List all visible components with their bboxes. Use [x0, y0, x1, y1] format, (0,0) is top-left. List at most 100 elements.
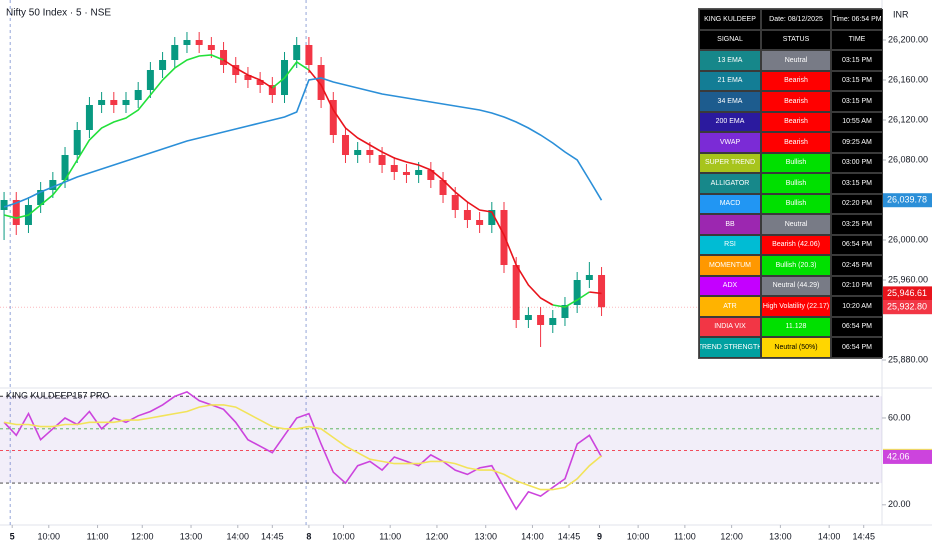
candle-body	[183, 40, 191, 45]
candle-body	[463, 210, 471, 220]
x-tick-label: 13:00	[180, 531, 203, 541]
indicator-line	[3, 391, 603, 511]
table-cell: High Volatility (22.17)	[761, 296, 831, 317]
x-tick-label: 11:00	[379, 531, 401, 541]
table-cell: Bearish	[761, 132, 831, 153]
table-cell: 03:15 PM	[831, 91, 883, 112]
table-cell: 03:25 PM	[831, 214, 883, 235]
candle-body	[134, 90, 142, 100]
rsi-band	[0, 396, 882, 484]
indicator-title: KING KULDEEP157 PRO	[6, 390, 110, 400]
table-cell: 09:25 AM	[831, 132, 883, 153]
x-tick-label: 12:00	[131, 531, 154, 541]
candle-body	[512, 265, 520, 320]
x-tick-label: 12:00	[720, 531, 743, 541]
x-tick-label: 10:00	[627, 531, 650, 541]
table-cell: 11.128	[761, 316, 831, 337]
table-cell: TIME	[831, 29, 883, 50]
price-label: 26,039.78	[887, 195, 927, 205]
table-cell: Bearish	[761, 70, 831, 91]
table-cell: BB	[699, 214, 761, 235]
x-tick-label: 5	[10, 531, 15, 541]
x-tick-label: 10:00	[332, 531, 355, 541]
candle-body	[195, 40, 203, 45]
candle-body	[366, 150, 374, 155]
table-cell: 10:20 AM	[831, 296, 883, 317]
x-tick-label: 9	[597, 531, 602, 541]
candle-body	[73, 130, 81, 155]
table-cell: 02:20 PM	[831, 193, 883, 214]
x-tick-label: 14:45	[852, 531, 875, 541]
table-cell: 03:15 PM	[831, 50, 883, 71]
candle-body	[427, 170, 435, 180]
currency: INR	[893, 9, 909, 19]
candle-body	[488, 210, 496, 225]
candle-body	[232, 65, 240, 75]
x-tick-label: 14:00	[227, 531, 250, 541]
price-label-box	[883, 449, 932, 464]
candle-body	[598, 275, 606, 308]
table-cell: 02:10 PM	[831, 275, 883, 296]
table-cell: TREND STRENGTH	[699, 337, 761, 358]
candle-body	[329, 100, 337, 135]
candle-body	[293, 45, 301, 60]
candle-body	[378, 155, 386, 165]
table-cell: 03:15 PM	[831, 173, 883, 194]
candle-body	[305, 45, 313, 65]
candle-body	[439, 180, 447, 195]
table-cell: 10:55 AM	[831, 111, 883, 132]
table-cell: KING KULDEEP	[699, 9, 761, 30]
table-cell: Neutral (44.29)	[761, 275, 831, 296]
x-tick-label: 13:00	[769, 531, 792, 541]
indicator-line	[223, 59, 602, 306]
table-cell: SIGNAL	[699, 29, 761, 50]
candle-body	[476, 220, 484, 225]
table-cell: Neutral	[761, 214, 831, 235]
candle-body	[220, 50, 228, 65]
candle-body	[415, 170, 423, 175]
table-cell: ALLIGATOR	[699, 173, 761, 194]
table-cell: 03:15 PM	[831, 70, 883, 91]
candle-body	[110, 100, 118, 105]
table-cell: Date: 08/12/2025	[761, 9, 831, 30]
table-cell: 13 EMA	[699, 50, 761, 71]
table-cell: INDIA VIX	[699, 316, 761, 337]
table-cell: 34 EMA	[699, 91, 761, 112]
candle-body	[0, 200, 8, 210]
y-tick-label: 20.00	[888, 499, 911, 509]
table-cell: Time: 06:54 PM	[831, 9, 883, 30]
candle-body	[524, 315, 532, 320]
signal-table: KING KULDEEP Date: 08/12/2025 Time: 06:54 …	[698, 8, 883, 359]
candle-body	[549, 318, 557, 325]
candle-body	[98, 100, 106, 105]
table-cell: 06:54 PM	[831, 337, 883, 358]
candle-body	[451, 195, 459, 210]
chart-title: Nifty 50 Index · 5 · NSE	[6, 8, 111, 19]
candle-body	[171, 45, 179, 60]
indicator-line	[3, 77, 603, 208]
table-cell: Bullish (20.3)	[761, 255, 831, 276]
candle-body	[256, 80, 264, 85]
y-tick-label: 26,080.00	[888, 154, 928, 164]
price-label-box	[883, 300, 932, 315]
x-tick-label: 11:00	[87, 531, 109, 541]
table-cell: MACD	[699, 193, 761, 214]
candle-body	[159, 60, 167, 70]
y-tick-label: 26,120.00	[888, 114, 928, 124]
candle-body	[85, 105, 93, 130]
table-cell: ATR	[699, 296, 761, 317]
table-cell: ADX	[699, 275, 761, 296]
table-cell: STATUS	[761, 29, 831, 50]
candle-body	[207, 45, 215, 50]
candle-body	[244, 75, 252, 80]
candle-body	[390, 165, 398, 172]
table-cell: Neutral (50%)	[761, 337, 831, 358]
price-label-box	[883, 193, 932, 208]
x-tick-label: 8	[306, 531, 311, 541]
x-tick-label: 13:00	[474, 531, 497, 541]
x-tick-label: 14:00	[521, 531, 544, 541]
x-tick-label: 11:00	[674, 531, 696, 541]
candle-body	[122, 100, 130, 105]
